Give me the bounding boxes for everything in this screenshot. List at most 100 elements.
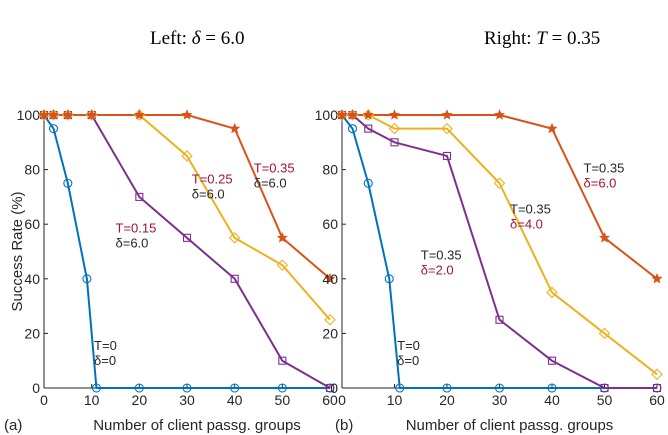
series-line-orange (44, 114, 331, 280)
series-line-blue (43, 114, 330, 389)
marker-p1-s0-7 (547, 383, 557, 393)
marker-p1-s3-8 (651, 273, 663, 284)
x-tick-label: 0 (338, 392, 346, 408)
header-left: Left: δ = 6.0 (150, 28, 245, 50)
annotation-line1: T=0 (397, 338, 420, 353)
marker-p0-s0-1 (48, 124, 59, 134)
annotation-line1: T=0.35 (510, 201, 551, 216)
marker-p1-s1-5 (495, 315, 504, 324)
y-tick-label: 40 (322, 271, 338, 287)
annotation-line1: T=0.15 (116, 220, 157, 235)
marker-p0-s3-2 (62, 109, 74, 120)
header-right-value: = 0.35 (546, 28, 601, 49)
marker-p0-s3-4 (133, 109, 145, 120)
header-right-variable: T (536, 28, 547, 49)
x-tick-label: 50 (597, 392, 613, 408)
y-tick-label: 80 (322, 162, 338, 178)
x-tick-label: 40 (227, 392, 243, 408)
marker-p0-s3-8 (324, 273, 336, 284)
marker-p0-s0-2 (63, 178, 73, 188)
marker-p0-s1-5 (182, 233, 192, 242)
marker-p0-s1-6 (230, 274, 239, 283)
header-right: Right: T = 0.35 (484, 28, 600, 50)
marker-p1-s0-3 (384, 274, 394, 284)
y-tick-label: 100 (315, 107, 339, 123)
annotation-line1: T=0.35 (254, 160, 295, 175)
x-axis-label: Number of client passg. groups (406, 417, 614, 434)
marker-p0-s0-7 (230, 383, 240, 393)
header-left-value: = 6.0 (200, 28, 245, 49)
annotation-line1: T=0.25 (192, 171, 233, 186)
x-tick-label: 30 (179, 392, 195, 408)
x-tick-label: 30 (492, 392, 508, 408)
y-tick-label: 60 (24, 216, 40, 232)
header-left-variable: δ (191, 28, 201, 49)
annotation-line2: δ=6.0 (254, 175, 287, 190)
marker-p1-s0-5 (442, 383, 452, 393)
marker-p0-s0-4 (91, 383, 101, 393)
y-tick-label: 100 (17, 107, 41, 123)
y-axis-label: Success Rate (%) (9, 191, 26, 311)
marker-p0-s3-3 (86, 109, 98, 120)
annotation-line2: δ=0 (94, 353, 116, 368)
annotation-line2: δ=6.0 (192, 186, 225, 201)
marker-p1-s3-7 (598, 232, 611, 243)
marker-p1-s1-7 (600, 383, 609, 393)
x-tick-label: 0 (40, 392, 48, 408)
marker-p1-s3-4 (441, 109, 453, 120)
y-tick-label: 80 (24, 162, 40, 178)
chart-panel-b: 0 10 20 30 40 50 60020406080100T=0δ=0T=0.35δ=2… (315, 107, 665, 434)
x-tick-label: 10 (84, 392, 100, 408)
marker-p1-s0-4 (395, 383, 405, 393)
x-tick-label: 40 (544, 392, 560, 408)
annotation-line2: δ=6.0 (584, 175, 617, 190)
y-tick-label: 40 (24, 271, 40, 287)
x-axis-label: Number of client passg. groups (93, 417, 301, 434)
marker-p1-s3-2 (362, 109, 374, 120)
x-tick-label: 20 (439, 392, 455, 408)
marker-p0-s3-0 (38, 109, 50, 120)
annotation-line1: T=0 (94, 338, 117, 353)
marker-p1-s3-0 (336, 109, 348, 120)
marker-p1-s2-4 (441, 122, 453, 135)
marker-p1-s2-7 (598, 327, 611, 340)
marker-p1-s0-6 (494, 383, 505, 393)
y-tick-label: 0 (330, 380, 338, 396)
marker-p1-s3-6 (546, 122, 558, 134)
x-tick-label: 60 (322, 392, 338, 408)
marker-p1-s3-3 (388, 109, 401, 120)
series-line-yellow (342, 114, 658, 376)
marker-p1-s2-5 (493, 177, 506, 190)
marker-p1-s0-2 (363, 178, 373, 188)
marker-p1-s1-2 (364, 124, 373, 133)
marker-p1-s3-1 (346, 109, 359, 120)
marker-p0-s1-8 (325, 383, 335, 393)
chart-panel-a: 0 10 20 30 40 50 60020406080100T=0δ=0T=0.15δ=6… (4, 107, 338, 434)
marker-p0-s0-6 (182, 383, 192, 393)
header-left-prefix: Left: (150, 28, 192, 49)
x-tick-label: 60 (649, 392, 665, 408)
marker-p1-s2-8 (651, 368, 663, 381)
y-tick-label: 60 (322, 216, 338, 232)
marker-p1-s1-4 (442, 151, 452, 160)
y-tick-label: 20 (322, 325, 338, 341)
panel-label: (a) (4, 417, 22, 434)
marker-p0-s1-4 (135, 192, 144, 201)
marker-p1-s1-6 (547, 356, 557, 365)
marker-p0-s1-7 (278, 356, 287, 365)
y-tick-label: 20 (24, 325, 40, 341)
annotation-line2: δ=0 (397, 353, 419, 368)
annotation-line1: T=0.35 (584, 160, 625, 175)
annotation-line2: δ=6.0 (116, 235, 149, 250)
annotation-line2: δ=2.0 (421, 263, 454, 278)
marker-p0-s0-5 (134, 383, 144, 393)
marker-p1-s1-8 (652, 383, 662, 393)
marker-p1-s1-3 (390, 138, 399, 147)
annotation-line2: δ=4.0 (510, 216, 543, 231)
marker-p0-s3-5 (181, 109, 193, 120)
header-right-prefix: Right: (484, 28, 537, 49)
marker-p0-s3-1 (48, 109, 60, 120)
marker-p0-s2-6 (228, 232, 241, 244)
marker-p1-s2-3 (388, 122, 401, 135)
marker-p1-s3-5 (493, 109, 506, 120)
